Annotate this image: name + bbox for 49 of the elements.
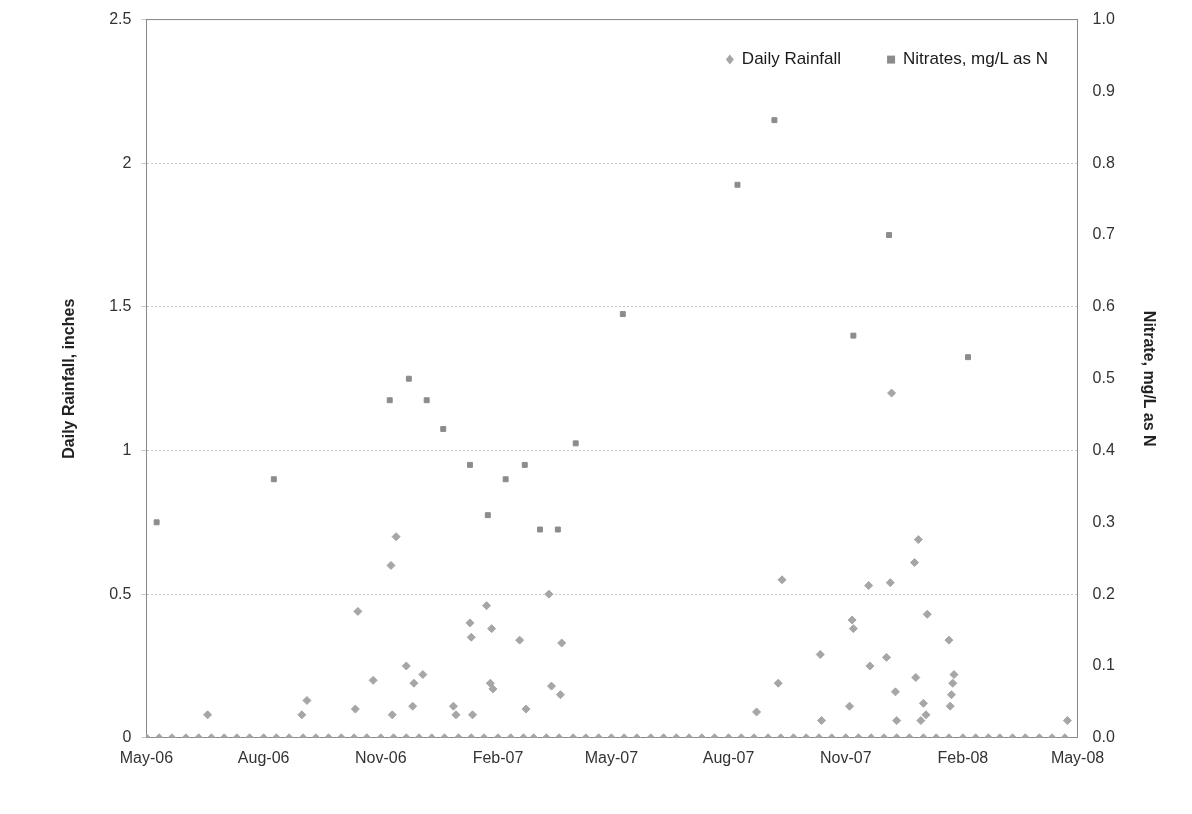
point: [572, 440, 579, 447]
x-tick-label: Nov-06: [355, 748, 407, 766]
point: [771, 117, 778, 124]
x-tick-label: May-06: [119, 748, 174, 766]
y2-tick-label: 0.3: [1092, 512, 1115, 530]
y-axis-title: Daily Rainfall, inches: [60, 298, 78, 459]
y-tick-label: 1: [122, 440, 132, 458]
x-tick-label: Feb-07: [472, 748, 524, 766]
y2-tick-label: 0.2: [1092, 584, 1115, 602]
y-tick-label: 2.5: [109, 10, 132, 28]
y2-axis-title: Nitrate, mg/L as N: [1140, 310, 1158, 447]
y-tick-label: 0.5: [109, 584, 132, 602]
point: [423, 397, 430, 404]
y2-tick-label: 0.0: [1092, 728, 1115, 746]
y-tick-label: 2: [122, 153, 132, 171]
y2-tick-label: 0.7: [1092, 225, 1115, 243]
y2-tick-label: 0.6: [1092, 297, 1115, 315]
point: [440, 426, 447, 432]
y2-tick-label: 0.4: [1092, 440, 1115, 458]
y2-tick-label: 0.5: [1092, 369, 1115, 387]
x-tick-label: Feb-08: [937, 748, 989, 766]
x-tick-label: May-07: [584, 748, 639, 766]
y2-tick-label: 1.0: [1092, 10, 1115, 28]
point: [270, 476, 277, 483]
legend-label: Daily Rainfall: [741, 49, 842, 69]
y-tick-label: 1.5: [109, 297, 132, 315]
x-tick-label: May-08: [1050, 748, 1105, 766]
point: [153, 519, 160, 526]
point: [886, 232, 893, 239]
point: [521, 461, 528, 468]
point: [554, 526, 561, 533]
point: [537, 526, 544, 533]
point: [965, 354, 971, 361]
point: [467, 461, 473, 468]
point: [734, 181, 741, 188]
y2-tick-label: 0.9: [1092, 81, 1115, 99]
point: [484, 512, 491, 519]
x-tick-label: Nov-07: [819, 748, 872, 766]
point: [619, 311, 626, 318]
x-tick-label: Aug-06: [237, 748, 290, 766]
point: [850, 332, 857, 339]
x-tick-label: Aug-07: [702, 748, 755, 766]
point: [386, 397, 393, 404]
legend-label: Nitrates, mg/L as N: [903, 49, 1048, 69]
point: [502, 476, 509, 483]
y-tick-label: 0: [122, 728, 132, 746]
y2-tick-label: 0.1: [1092, 656, 1115, 674]
y2-tick-label: 0.8: [1092, 153, 1115, 171]
point: [405, 375, 412, 382]
